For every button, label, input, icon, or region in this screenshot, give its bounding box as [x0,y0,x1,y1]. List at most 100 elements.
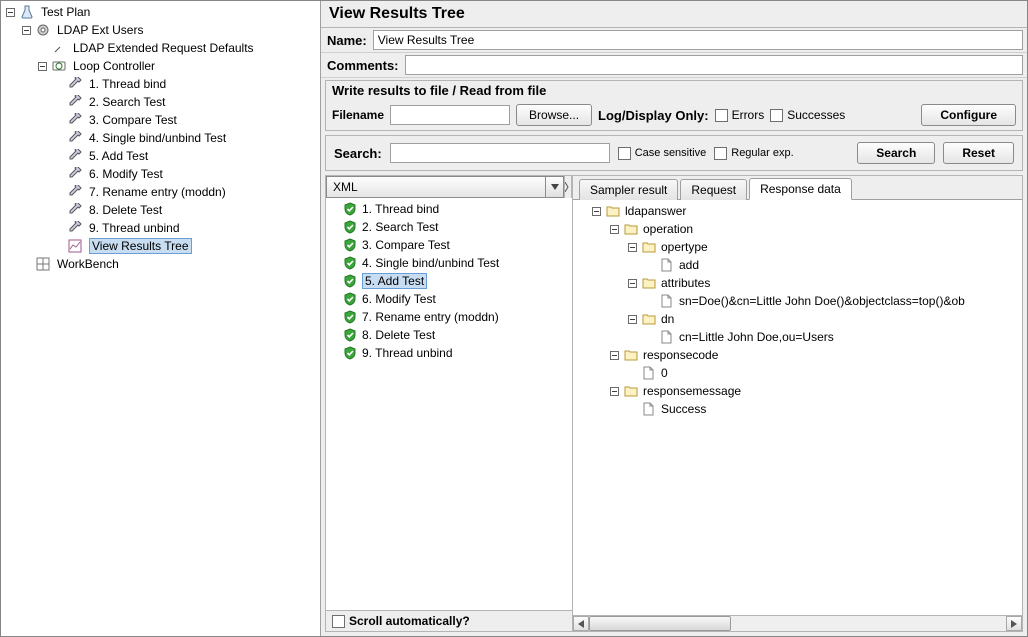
response-node[interactable]: add [645,256,1022,274]
expand-toggle-icon[interactable] [627,314,637,324]
split-handle[interactable] [564,176,572,198]
scrollbar-track[interactable] [589,616,1006,631]
response-node[interactable]: responsecode [609,346,1022,364]
case-sensitive-checkbox[interactable]: Case sensitive [618,147,707,160]
spacer [53,151,63,161]
expand-toggle-icon[interactable] [627,278,637,288]
tree-node[interactable]: 4. Single bind/unbind Test [51,129,320,147]
flask-icon [19,4,35,20]
tree-node[interactable]: View Results Tree [51,237,320,255]
expand-toggle-icon[interactable] [609,386,619,396]
filename-input[interactable] [390,105,510,125]
regex-label: Regular exp. [731,147,793,159]
spacer [645,260,655,270]
response-tree: ldapansweroperationopertypeaddattributes… [573,202,1022,418]
scrollbar-thumb[interactable] [589,616,731,631]
scroll-auto-checkbox[interactable] [332,615,345,628]
tab-sampler-result[interactable]: Sampler result [579,179,678,200]
response-node[interactable]: cn=Little John Doe,ou=Users [645,328,1022,346]
scroll-left-icon[interactable] [573,616,589,631]
sampler-label: 1. Thread bind [362,202,439,216]
test-plan-tree-panel: Test Plan LDAP Ext Users [1,1,321,636]
tree-label: 3. Compare Test [87,113,179,127]
tree-node[interactable]: 2. Search Test [51,93,320,111]
tree-node-workbench[interactable]: WorkBench [19,255,320,273]
file-icon [659,293,675,309]
search-input[interactable] [390,143,610,163]
graph-icon [67,238,83,254]
successes-checkbox[interactable]: Successes [770,108,845,122]
expand-toggle-icon[interactable] [37,61,47,71]
success-icon [342,327,358,343]
spacer [53,223,63,233]
expand-toggle-icon[interactable] [609,224,619,234]
file-icon [659,257,675,273]
sampler-row[interactable]: 2. Search Test [326,218,572,236]
folder-icon [623,383,639,399]
sampler-row[interactable]: 1. Thread bind [326,200,572,218]
regex-checkbox[interactable]: Regular exp. [714,147,793,160]
expand-toggle-icon[interactable] [591,206,601,216]
renderer-dropdown[interactable]: XML [326,176,564,198]
response-node[interactable]: opertype [627,238,1022,256]
tree-node[interactable]: 5. Add Test [51,147,320,165]
response-node-label: responsecode [643,348,718,362]
spacer [21,259,31,269]
tree-node-ldap-defaults[interactable]: LDAP Extended Request Defaults [35,39,320,57]
tree-node[interactable]: 7. Rename entry (moddn) [51,183,320,201]
expand-toggle-icon[interactable] [609,350,619,360]
tree-node[interactable]: 9. Thread unbind [51,219,320,237]
sampler-row[interactable]: 8. Delete Test [326,326,572,344]
horizontal-scrollbar[interactable] [573,615,1022,631]
sampler-row[interactable]: 9. Thread unbind [326,344,572,362]
tab-response-data[interactable]: Response data [749,178,852,200]
response-node[interactable]: operation [609,220,1022,238]
pipette-icon [67,148,83,164]
response-node[interactable]: attributes [627,274,1022,292]
tree-node-test-plan[interactable]: Test Plan [3,3,320,21]
expand-toggle-icon[interactable] [5,7,15,17]
sampler-row[interactable]: 4. Single bind/unbind Test [326,254,572,272]
pipette-icon [67,94,83,110]
tree-label-test-plan: Test Plan [39,5,92,19]
response-node[interactable]: Success [627,400,1022,418]
reset-button[interactable]: Reset [943,142,1014,164]
spacer [37,43,47,53]
sampler-label: 9. Thread unbind [362,346,453,360]
browse-button[interactable]: Browse... [516,104,592,126]
sampler-row[interactable]: 5. Add Test [326,272,572,290]
checkbox-icon [714,147,727,160]
tree-label: View Results Tree [89,238,192,254]
scroll-right-icon[interactable] [1006,616,1022,631]
response-node[interactable]: 0 [627,364,1022,382]
tab-request[interactable]: Request [680,179,747,200]
configure-button[interactable]: Configure [921,104,1016,126]
expand-toggle-icon[interactable] [21,25,31,35]
folder-icon [605,203,621,219]
spacer [645,332,655,342]
success-icon [342,309,358,325]
tree-node[interactable]: 6. Modify Test [51,165,320,183]
scroll-auto-row: Scroll automatically? [326,610,572,631]
sampler-row[interactable]: 3. Compare Test [326,236,572,254]
response-node[interactable]: sn=Doe()&cn=Little John Doe()&objectclas… [645,292,1022,310]
comments-input[interactable] [405,55,1023,75]
response-node[interactable]: dn [627,310,1022,328]
name-input[interactable] [373,30,1023,50]
response-node[interactable]: ldapanswer [591,202,1022,220]
expand-toggle-icon[interactable] [627,242,637,252]
sampler-row[interactable]: 7. Rename entry (moddn) [326,308,572,326]
tree-node-ldap-ext-users[interactable]: LDAP Ext Users [19,21,320,39]
tree-node[interactable]: 1. Thread bind [51,75,320,93]
sampler-label: 7. Rename entry (moddn) [362,310,499,324]
sampler-row[interactable]: 6. Modify Test [326,290,572,308]
tree-node-loop-controller[interactable]: Loop Controller [35,57,320,75]
errors-checkbox[interactable]: Errors [715,108,765,122]
tree-node[interactable]: 3. Compare Test [51,111,320,129]
sampler-label: 8. Delete Test [362,328,435,342]
folder-icon [641,311,657,327]
page-title: View Results Tree [321,1,1027,28]
search-button[interactable]: Search [857,142,935,164]
tree-node[interactable]: 8. Delete Test [51,201,320,219]
response-node[interactable]: responsemessage [609,382,1022,400]
